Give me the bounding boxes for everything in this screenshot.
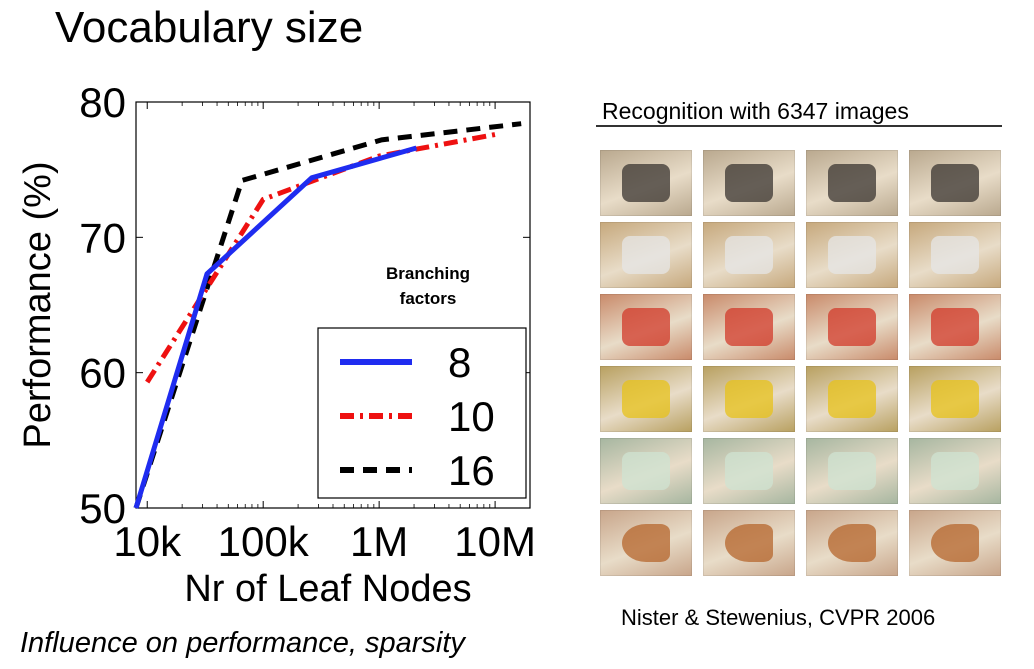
thumbnail-object-shape [725,524,773,562]
slide-caption: Influence on performance, sparsity [20,627,465,659]
thumbnail-object-shape [725,236,773,274]
thumbnail-object-shape [725,308,773,346]
series-line-8 [133,145,418,509]
thumbnail-object-shape [622,164,670,202]
thumbnail-object-shape [931,452,979,490]
thumbnail-object-shape [828,308,876,346]
thumbnail-metal-lantern [703,150,795,216]
thumbnail-toy-duck [600,366,692,432]
y-tick-label: 60 [79,350,126,397]
legend-title-line: Branching [386,264,470,283]
x-tick-label: 10k [113,518,182,565]
thumbnail-sneaker [703,222,795,288]
thumbnail-object-shape [622,236,670,274]
thumbnail-toy-duck [806,366,898,432]
thumbnail-object-shape [931,236,979,274]
legend-label: 8 [448,339,471,386]
x-tick-label: 1M [350,518,408,565]
series-line-16 [133,121,522,509]
legend-label: 16 [448,447,495,494]
thumbnail-object-shape [725,452,773,490]
thumbnail-palmolive-bottle [600,438,692,504]
y-tick-label: 50 [79,485,126,532]
thumbnail-palmolive-bottle [909,438,1001,504]
thumbnail-guitar [806,510,898,576]
thumbnail-object-shape [931,380,979,418]
image-grid-divider [596,125,1002,127]
thumbnail-object-shape [931,308,979,346]
x-tick-label: 10M [454,518,536,565]
y-tick-label: 80 [79,79,126,126]
x-tick-label: 100k [218,518,310,565]
thumbnail-toy-box [909,294,1001,360]
thumbnail-object-shape [931,164,979,202]
thumbnail-metal-lantern [600,150,692,216]
thumbnail-object-shape [622,380,670,418]
thumbnail-object-shape [828,524,876,562]
thumbnail-palmolive-bottle [806,438,898,504]
x-axis-label: Nr of Leaf Nodes [184,568,471,610]
thumbnail-guitar [600,510,692,576]
series-line-10 [145,132,496,384]
thumbnail-toy-box [600,294,692,360]
y-axis-label: Performance (%) [17,161,59,448]
citation: Nister & Stewenius, CVPR 2006 [621,605,936,630]
thumbnail-guitar [703,510,795,576]
thumbnail-object-shape [931,524,979,562]
image-grid-title: Recognition with 6347 images [602,98,909,124]
slide-title: Vocabulary size [55,3,364,52]
thumbnail-object-shape [622,308,670,346]
thumbnail-object-shape [725,380,773,418]
legend-label: 10 [448,393,495,440]
thumbnail-toy-duck [703,366,795,432]
thumbnail-object-shape [828,380,876,418]
thumbnail-sneaker [806,222,898,288]
y-tick-label: 70 [79,214,126,261]
thumbnail-metal-lantern [909,150,1001,216]
thumbnail-toy-duck [909,366,1001,432]
thumbnail-object-shape [725,164,773,202]
thumbnail-sneaker [600,222,692,288]
thumbnail-sneaker [909,222,1001,288]
thumbnail-toy-box [703,294,795,360]
thumbnail-object-shape [828,236,876,274]
thumbnail-object-shape [622,452,670,490]
legend-title-line: factors [400,289,457,308]
thumbnail-object-shape [828,452,876,490]
thumbnail-toy-box [806,294,898,360]
thumbnail-object-shape [622,524,670,562]
thumbnail-palmolive-bottle [703,438,795,504]
thumbnail-object-shape [828,164,876,202]
thumbnail-guitar [909,510,1001,576]
image-grid [598,150,1004,578]
thumbnail-metal-lantern [806,150,898,216]
